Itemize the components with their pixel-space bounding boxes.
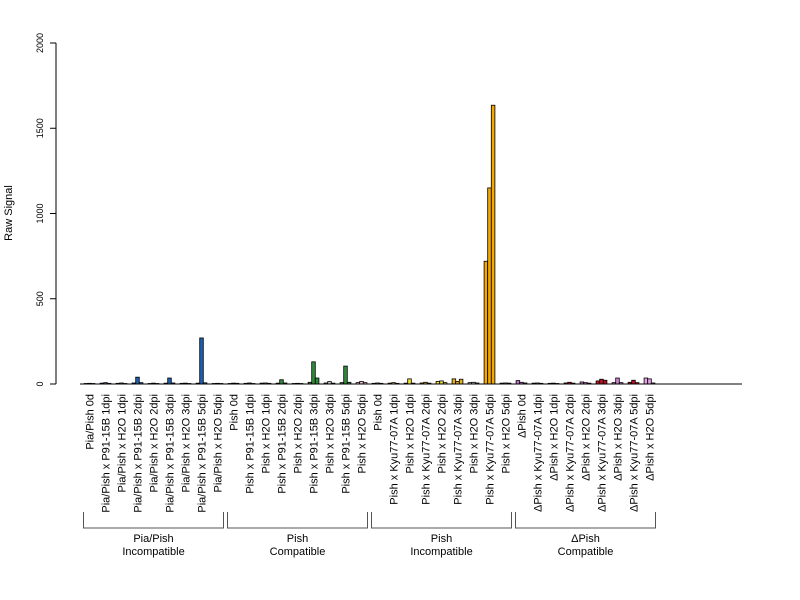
x-tick-label: Pish x Kyu77-07A 2dpi bbox=[421, 394, 433, 505]
group-bracket bbox=[515, 512, 656, 529]
x-tick-label: Pia/Pish x H2O 2dpi bbox=[149, 394, 161, 492]
bar bbox=[643, 377, 649, 385]
bar bbox=[407, 378, 412, 385]
x-tick-label: ΔPish 0d bbox=[517, 394, 529, 438]
x-tick-label: ΔPish x Kyu77-07A 2dpi bbox=[565, 394, 577, 512]
x-tick-label: Pia/Pish x P91-15B 1dpi bbox=[101, 394, 113, 513]
group-bracket bbox=[371, 512, 512, 529]
bar bbox=[279, 379, 284, 385]
bar bbox=[135, 376, 140, 385]
x-tick-label: Pia/Pish x H2O 5dpi bbox=[213, 394, 225, 492]
group-label-line2: Compatible bbox=[558, 546, 614, 558]
x-tick-label: Pish x P91-15B 3dpi bbox=[309, 394, 321, 494]
group-label-line1: Pish bbox=[287, 533, 308, 545]
x-tick-label: Pia/Pish x H2O 3dpi bbox=[181, 394, 193, 492]
x-tick-label: Pia/Pish x P91-15B 5dpi bbox=[197, 394, 209, 513]
bar bbox=[314, 377, 320, 385]
x-tick-label: ΔPish x Kyu77-07A 1dpi bbox=[533, 394, 545, 512]
group-label-line2: Incompatible bbox=[410, 546, 472, 558]
x-tick-label: ΔPish x H2O 3dpi bbox=[613, 394, 625, 481]
group-label-line1: ΔPish bbox=[571, 533, 600, 545]
group-bracket bbox=[227, 512, 368, 529]
x-tick-label: Pish x H2O 1dpi bbox=[405, 394, 417, 473]
group-label-line1: Pia/Pish bbox=[133, 533, 173, 545]
y-tick-label: 500 bbox=[35, 291, 45, 306]
x-tick-label: Pish x Kyu77-07A 1dpi bbox=[389, 394, 401, 505]
group-bracket bbox=[83, 512, 224, 529]
x-tick-label: Pish x H2O 2dpi bbox=[437, 394, 449, 473]
x-labels: Pia/Pish 0d Pia/Pish x P91-15B 1dpi Pia/Pi… bbox=[85, 394, 657, 513]
x-tick-label: Pish 0d bbox=[229, 394, 241, 431]
bars bbox=[83, 104, 656, 385]
bar bbox=[311, 361, 316, 385]
x-tick-label: ΔPish x Kyu77-07A 3dpi bbox=[597, 394, 609, 512]
y-tick-label: 1000 bbox=[35, 203, 45, 223]
bar bbox=[167, 377, 172, 385]
x-tick-label: Pish x H2O 3dpi bbox=[469, 394, 481, 473]
group-brackets: Pia/PishIncompatiblePishCompatiblePishIn… bbox=[83, 512, 656, 558]
x-tick-label: ΔPish x Kyu77-07A 5dpi bbox=[629, 394, 641, 512]
bar bbox=[483, 260, 489, 385]
x-tick-label: Pish x H2O 5dpi bbox=[357, 394, 369, 473]
bar bbox=[458, 378, 464, 385]
group-label-line2: Compatible bbox=[270, 546, 326, 558]
bar bbox=[515, 380, 521, 385]
bar bbox=[599, 378, 604, 385]
y-axis: 0 500 1000 1500 2000 bbox=[35, 33, 57, 387]
bar bbox=[487, 187, 492, 385]
bar bbox=[602, 379, 608, 385]
x-tick-label: Pia/Pish x H2O 1dpi bbox=[117, 394, 129, 492]
bar bbox=[615, 377, 620, 385]
x-tick-label: Pia/Pish 0d bbox=[85, 394, 97, 450]
x-tick-label: Pish x H2O 3dpi bbox=[325, 394, 337, 473]
x-tick-label: ΔPish x H2O 1dpi bbox=[549, 394, 561, 481]
x-tick-label: Pish x Kyu77-07A 3dpi bbox=[453, 394, 465, 505]
bar bbox=[631, 379, 636, 385]
x-tick-label: ΔPish x H2O 5dpi bbox=[645, 394, 657, 481]
bar bbox=[199, 337, 204, 385]
bar bbox=[451, 378, 457, 385]
x-tick-label: Pish x H2O 2dpi bbox=[293, 394, 305, 473]
bar bbox=[490, 104, 496, 385]
x-tick-label: Pia/Pish x P91-15B 3dpi bbox=[165, 394, 177, 513]
x-tick-label: Pish x Kyu77-07A 5dpi bbox=[485, 394, 497, 505]
x-tick-label: Pish x P91-15B 5dpi bbox=[341, 394, 353, 494]
x-tick-label: ΔPish x H2O 2dpi bbox=[581, 394, 593, 481]
y-tick-label: 0 bbox=[35, 381, 45, 386]
group-label-line2: Incompatible bbox=[122, 546, 184, 558]
bar bbox=[647, 378, 652, 385]
y-tick-label: 2000 bbox=[35, 33, 45, 53]
y-axis-title: Raw Signal bbox=[3, 185, 15, 241]
x-tick-label: Pish x P91-15B 2dpi bbox=[277, 394, 289, 494]
y-tick-label: 1500 bbox=[35, 118, 45, 138]
x-tick-label: Pish 0d bbox=[373, 394, 385, 431]
group-label-line1: Pish bbox=[431, 533, 452, 545]
x-tick-label: Pia/Pish x P91-15B 2dpi bbox=[133, 394, 145, 513]
x-tick-label: Pish x H2O 1dpi bbox=[261, 394, 273, 473]
x-tick-label: Pish x H2O 5dpi bbox=[501, 394, 513, 473]
bar bbox=[343, 365, 348, 385]
x-tick-label: Pish x P91-15B 1dpi bbox=[245, 394, 257, 494]
